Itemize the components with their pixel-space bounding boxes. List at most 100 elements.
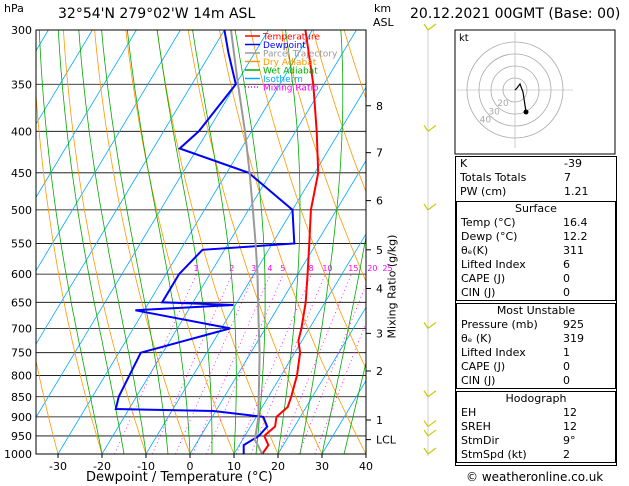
km-tick-label: 8 — [376, 100, 383, 113]
wet-adiabat-line — [156, 30, 213, 454]
hodograph-trace — [514, 82, 527, 113]
mixing-ratio-line — [114, 273, 197, 454]
wind-barb — [427, 447, 437, 455]
x-tick-label: 20 — [271, 460, 285, 473]
surface-value: 12.2 — [563, 230, 588, 243]
pressure-tick-label: 500 — [11, 204, 32, 217]
surface-value: 311 — [563, 244, 584, 257]
most-unstable-value: 0 — [563, 374, 570, 387]
table-row: Totals Totals 7 — [456, 171, 616, 185]
mixing-ratio-line — [175, 273, 255, 454]
hodograph-storm-marker — [523, 109, 529, 115]
mixing-ratio-line — [250, 273, 326, 454]
km-label: km — [374, 2, 392, 15]
wind-barb — [427, 321, 437, 329]
pressure-tick-label: 550 — [11, 237, 32, 250]
wind-barb — [423, 429, 429, 437]
legend-label: Wet Adiabat — [263, 67, 318, 77]
km-tick-label: 4 — [376, 282, 383, 295]
wet-adiabat-line — [321, 234, 366, 454]
axes: 1 2 3 4 5 8 10 15 20 2530035040045050055060065070… — [4, 24, 397, 473]
pressure-tick-label: 850 — [11, 391, 32, 404]
x-tick-label: 0 — [187, 460, 194, 473]
hpa-label: hPa — [4, 2, 24, 15]
pressure-tick-label: 350 — [11, 78, 32, 91]
most-unstable-label: Lifted Index — [461, 346, 526, 359]
legend-label: Temperature — [262, 33, 320, 43]
km-tick-label: LCL — [376, 434, 397, 447]
surface-value: 6 — [563, 258, 570, 271]
most-unstable-value: 319 — [563, 332, 584, 345]
most-unstable-title: Most Unstable — [496, 304, 576, 317]
pressure-tick-label: 1000 — [4, 448, 32, 461]
pressure-tick-label: 600 — [11, 268, 32, 281]
surface-section: Surface Temp (°C) 16.4 Dewp (°C) 12.2 θₑ(K) 3… — [456, 201, 616, 301]
isotherm-line — [36, 30, 225, 345]
wind-barb — [423, 447, 429, 455]
isotherm-line — [36, 30, 93, 125]
hodograph-stat-value: 2 — [563, 448, 570, 461]
mixing-ratio-label: 4 — [267, 264, 272, 273]
legend-label: Parcel Trajectory — [263, 50, 338, 60]
mixing-ratio-line — [278, 273, 352, 454]
wind-barb — [423, 23, 429, 31]
pressure-tick-label: 900 — [11, 411, 32, 424]
series-line-temperature — [261, 30, 320, 454]
table-row: Dewp (°C) 12.2 — [457, 230, 615, 244]
mixing-ratio-label: 5 — [280, 264, 285, 273]
wind-barb — [423, 124, 429, 132]
dry-adiabat-line — [250, 30, 366, 370]
pressure-tick-label: 650 — [11, 296, 32, 309]
index-label: PW (cm) — [460, 185, 507, 198]
index-value: 1.21 — [564, 185, 589, 198]
x-tick-label: 30 — [315, 460, 329, 473]
dry-adiabat-line — [36, 89, 103, 454]
hodograph-ring-label: 40 — [480, 115, 492, 125]
dry-adiabat-line — [312, 30, 366, 193]
wet-adiabat-line — [234, 30, 266, 454]
wind-barb — [423, 203, 429, 211]
mixing-ratio-label: 2 — [229, 264, 234, 273]
surface-label: Dewp (°C) — [461, 230, 518, 243]
indices-table: K -39 Totals Totals 7 PW (cm) 1.21 Surface Te… — [455, 156, 617, 466]
table-row: StmSpd (kt) 2 — [457, 448, 615, 462]
x-tick-label: -20 — [93, 460, 111, 473]
km-tick-label: 1 — [376, 414, 383, 427]
isotherm-line — [145, 86, 366, 454]
mixing-ratio-label: 8 — [308, 264, 313, 273]
wet-adiabat-line — [192, 30, 237, 454]
surface-label: Temp (°C) — [461, 216, 516, 229]
pressure-tick-label: 300 — [11, 24, 32, 37]
x-tick-label: -10 — [137, 460, 155, 473]
mixing-ratio-label: 10 — [322, 264, 332, 273]
x-tick-label: 10 — [227, 460, 241, 473]
hodograph-frame — [454, 29, 616, 155]
isotherm-line — [277, 306, 366, 454]
hodograph-unit-label: kt — [459, 33, 469, 44]
wet-adiabat-line — [299, 30, 344, 454]
isotherm-line — [0, 30, 4, 454]
wind-barb — [427, 429, 437, 437]
profile-lines — [114, 30, 320, 454]
wind-barbs — [423, 23, 437, 456]
table-row: Temp (°C) 16.4 — [457, 216, 615, 230]
pressure-tick-label: 700 — [11, 322, 32, 335]
km-tick-label: 5 — [376, 244, 383, 257]
datetime-title: 20.12.2021 00GMT (Base: 00) — [410, 6, 621, 22]
dry-adiabat-line — [36, 358, 59, 454]
wind-barb — [423, 390, 429, 398]
pressure-tick-label: 750 — [11, 347, 32, 360]
table-row: CIN (J) 0 — [457, 286, 615, 300]
isotherm-line — [189, 159, 366, 454]
table-row: Pressure (mb) 925 — [457, 318, 615, 332]
mixing-ratio-line — [298, 283, 366, 454]
table-row: CAPE (J) 0 — [457, 272, 615, 286]
isotherm-line — [36, 30, 269, 419]
dry-adiabat-line — [187, 30, 323, 454]
mixing-ratio-label: 15 — [348, 264, 358, 273]
mixing-ratio-label: 20 — [367, 264, 377, 273]
index-value: -39 — [564, 157, 582, 170]
table-row: Lifted Index 1 — [457, 346, 615, 360]
